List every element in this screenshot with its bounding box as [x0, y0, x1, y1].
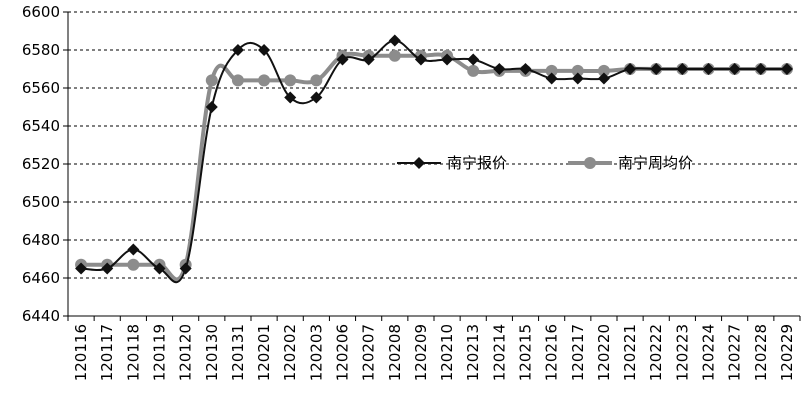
series-quote	[75, 34, 793, 284]
data-point	[101, 262, 114, 275]
x-tick-label: 120207	[360, 324, 378, 381]
legend-label: 南宁周均价	[618, 154, 693, 172]
data-point	[388, 34, 401, 47]
x-tick-label: 120208	[386, 324, 404, 381]
y-tick-label: 6580	[22, 41, 60, 59]
y-tick-label: 6540	[22, 117, 60, 135]
data-point	[205, 101, 218, 113]
data-point	[676, 63, 689, 75]
series-group	[75, 34, 793, 284]
data-point	[519, 63, 532, 75]
data-point	[205, 74, 218, 87]
data-point	[467, 64, 480, 77]
data-point	[414, 53, 427, 66]
data-point	[231, 74, 244, 87]
x-tick-label: 120223	[673, 324, 691, 381]
x-axis: 120116 120117 120118 120119 120120 120130 1201…	[67, 315, 801, 381]
y-axis: 6440 6460 6480 6500 6520 6540 6560 6580 6600	[22, 3, 69, 325]
data-point	[284, 91, 297, 104]
data-point	[780, 63, 793, 75]
x-tick-label: 120220	[595, 324, 613, 381]
data-point	[388, 49, 401, 62]
y-tick-label: 6460	[22, 269, 60, 287]
data-point	[153, 262, 166, 275]
legend-marker	[584, 157, 596, 169]
data-point	[754, 63, 767, 75]
data-point	[258, 44, 271, 56]
x-tick-label: 120228	[752, 324, 770, 381]
x-tick-label: 120201	[255, 324, 273, 381]
data-point	[702, 63, 715, 75]
data-point	[284, 74, 297, 87]
data-point	[624, 63, 637, 75]
y-tick-label: 6500	[22, 193, 60, 211]
x-tick-label: 120116	[72, 324, 90, 381]
x-tick-label: 120222	[647, 324, 665, 381]
x-tick-label: 120221	[621, 324, 639, 381]
y-tick-label: 6600	[22, 3, 60, 21]
legend-label: 南宁报价	[447, 154, 507, 172]
data-point	[231, 44, 244, 56]
data-point	[597, 72, 610, 85]
data-point	[728, 63, 741, 75]
data-point	[441, 53, 454, 66]
legend: 南宁报价 南宁周均价	[397, 154, 693, 172]
y-tick-label: 6480	[22, 231, 60, 249]
data-point	[258, 74, 271, 87]
x-tick-label: 120229	[778, 324, 796, 381]
gridlines	[68, 11, 800, 279]
x-tick-label: 120213	[464, 324, 482, 381]
data-point	[75, 262, 88, 275]
y-tick-label: 6520	[22, 155, 60, 173]
x-tick-label: 120117	[98, 324, 116, 381]
x-tick-label: 120202	[281, 324, 299, 381]
x-tick-label: 120216	[543, 324, 561, 381]
data-point	[467, 53, 480, 66]
data-point	[545, 72, 558, 85]
data-point	[545, 64, 558, 77]
x-tick-label: 120227	[726, 324, 744, 381]
data-point	[310, 91, 323, 104]
x-tick-label: 120118	[124, 324, 142, 381]
x-tick-label: 120119	[151, 324, 169, 381]
data-point	[179, 262, 192, 275]
x-tick-label: 120214	[490, 324, 508, 381]
data-point	[571, 72, 584, 85]
data-point	[362, 53, 375, 66]
x-tick-label: 120210	[438, 324, 456, 381]
y-tick-label: 6560	[22, 79, 60, 97]
data-point	[597, 64, 610, 77]
x-tick-label: 120224	[700, 324, 718, 381]
data-point	[650, 63, 663, 75]
data-point	[493, 63, 506, 75]
data-point	[127, 243, 140, 256]
x-tick-label: 120130	[203, 324, 221, 381]
legend-marker	[413, 157, 425, 169]
legend-item: 南宁报价	[397, 154, 507, 172]
x-tick-label: 120203	[307, 324, 325, 381]
x-tick-label: 120120	[177, 324, 195, 381]
x-tick-label: 120215	[517, 324, 535, 381]
x-tick-label: 120217	[569, 324, 587, 381]
y-tick-label: 6440	[22, 307, 60, 325]
data-point	[310, 74, 323, 87]
data-point	[127, 258, 140, 271]
x-tick-label: 120206	[334, 324, 352, 381]
data-point	[336, 53, 349, 66]
x-tick-label: 120209	[412, 324, 430, 381]
x-tick-label: 120131	[229, 324, 247, 381]
data-point	[571, 64, 584, 77]
legend-item: 南宁周均价	[568, 154, 693, 172]
